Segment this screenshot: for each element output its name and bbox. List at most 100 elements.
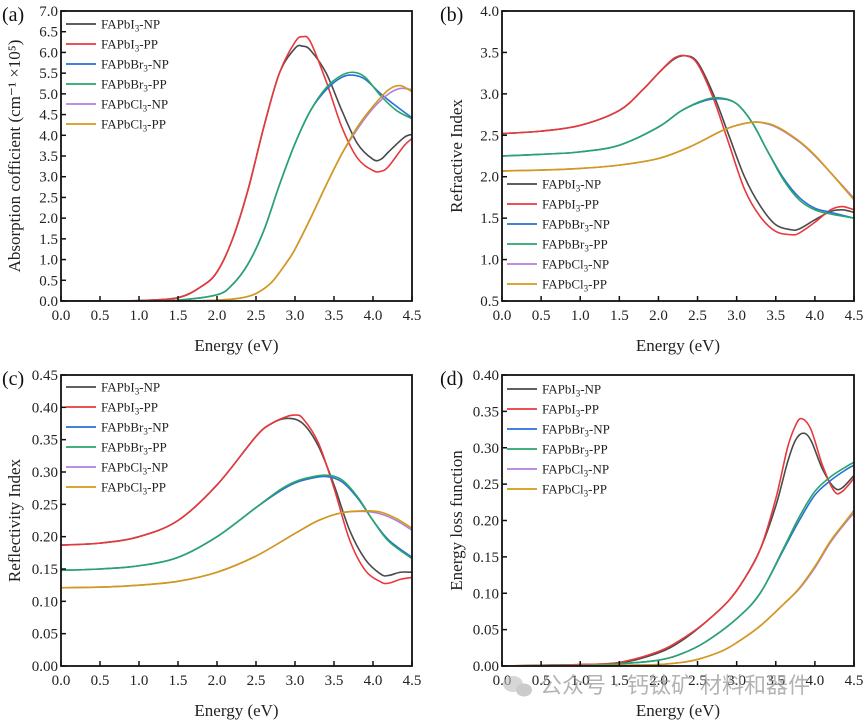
legend-item: FAPbI3-PP bbox=[66, 37, 158, 54]
legend-label: FAPbI3-NP bbox=[542, 177, 601, 194]
y-tick-label: 0.15 bbox=[32, 562, 58, 578]
plot-frame bbox=[501, 10, 855, 302]
panel-label: (b) bbox=[440, 4, 463, 26]
panel-a: 0.0 0.5 1.0 1.5 2.0 2.5 3.0 3.5 4.0 4.5 0.0 0.5 1.0 1… bbox=[2, 4, 421, 355]
legend-item: FAPbBr3-NP bbox=[66, 57, 169, 74]
legend-item: FAPbCl3-PP bbox=[507, 482, 607, 499]
x-tick-label: 4.0 bbox=[806, 308, 825, 324]
y-tick-label: 4.0 bbox=[480, 4, 499, 20]
y-tick-label: 0.00 bbox=[32, 659, 58, 675]
series-line-fapbi3-pp bbox=[502, 54, 854, 236]
legend-label: FAPbBr3-PP bbox=[542, 442, 608, 459]
y-tick-label: 0.40 bbox=[473, 368, 499, 384]
y-axis-title: Energy loss function bbox=[447, 450, 466, 591]
x-tick-label: 0.0 bbox=[52, 308, 71, 324]
x-tick-label: 4.0 bbox=[364, 673, 383, 689]
x-tick-label: 4.5 bbox=[845, 673, 864, 689]
x-tick-label: 1.0 bbox=[571, 673, 590, 689]
series-lines bbox=[502, 54, 854, 236]
legend-item: FAPbI3-NP bbox=[66, 380, 160, 397]
x-tick-label: 2.5 bbox=[247, 308, 266, 324]
x-tick-label: 3.0 bbox=[727, 308, 746, 324]
y-tick-label: 6.5 bbox=[39, 25, 58, 41]
y-tick-label: 4.5 bbox=[39, 108, 58, 124]
legend-label: FAPbI3-NP bbox=[101, 380, 160, 397]
x-tick-label: 1.0 bbox=[130, 673, 149, 689]
y-tick-label: 0.05 bbox=[473, 623, 499, 639]
x-tick-label: 1.0 bbox=[571, 308, 590, 324]
legend-label: FAPbI3-PP bbox=[542, 197, 599, 214]
panel-label: (a) bbox=[2, 4, 24, 26]
x-tick-label: 0.5 bbox=[91, 308, 110, 324]
panel-label: (d) bbox=[440, 368, 463, 390]
legend-label: FAPbBr3-PP bbox=[101, 440, 167, 457]
y-tick-label: 0.30 bbox=[473, 441, 499, 457]
x-tick-label: 1.5 bbox=[610, 673, 629, 689]
legend-item: FAPbCl3-PP bbox=[66, 480, 166, 497]
y-tick-label: 1.5 bbox=[480, 211, 499, 227]
x-tick-label: 3.5 bbox=[325, 308, 344, 324]
x-tick-label: 2.0 bbox=[208, 308, 227, 324]
x-tick-label: 1.5 bbox=[169, 308, 188, 324]
legend-item: FAPbBr3-PP bbox=[507, 237, 608, 254]
y-tick-label: 0.20 bbox=[473, 514, 499, 530]
legend-item: FAPbCl3-NP bbox=[507, 257, 609, 274]
x-tick-label: 3.0 bbox=[286, 308, 305, 324]
legend-item: FAPbI3-NP bbox=[66, 17, 160, 34]
y-tick-label: 5.5 bbox=[39, 66, 58, 82]
panel-label: (c) bbox=[2, 368, 24, 390]
y-tick-label: 0.00 bbox=[473, 659, 499, 675]
x-tick-label: 0.5 bbox=[532, 673, 551, 689]
y-axis-title: Reflectivity Index bbox=[5, 458, 24, 582]
x-axis-title: Energy (eV) bbox=[194, 701, 278, 720]
x-tick-label: 4.5 bbox=[403, 673, 422, 689]
series-line-fapbcl3-pp bbox=[502, 121, 854, 201]
legend-item: FAPbI3-PP bbox=[66, 400, 158, 417]
legend-item: FAPbCl3-PP bbox=[507, 277, 607, 294]
x-tick-label: 0.5 bbox=[91, 673, 110, 689]
legend-item: FAPbBr3-NP bbox=[66, 420, 169, 437]
legend-label: FAPbCl3-NP bbox=[101, 460, 168, 477]
legend-label: FAPbI3-PP bbox=[542, 402, 599, 419]
legend-label: FAPbBr3-NP bbox=[542, 422, 610, 439]
legend-label: FAPbCl3-PP bbox=[101, 480, 166, 497]
legend-label: FAPbI3-PP bbox=[101, 37, 158, 54]
series-line-fapbcl3-pp bbox=[61, 509, 412, 589]
y-axis-title: Absorption cofficient (cm⁻¹ ×10⁵) bbox=[5, 40, 24, 273]
legend-label: FAPbI3-PP bbox=[101, 400, 158, 417]
x-tick-label: 1.0 bbox=[130, 308, 149, 324]
legend-label: FAPbBr3-PP bbox=[542, 237, 608, 254]
legend-item: FAPbCl3-PP bbox=[66, 117, 166, 134]
x-tick-label: 3.0 bbox=[727, 673, 746, 689]
x-tick-label: 0.5 bbox=[532, 308, 551, 324]
y-tick-label: 0.0 bbox=[39, 294, 58, 310]
x-tick-label: 1.5 bbox=[610, 308, 629, 324]
legend-item: FAPbBr3-PP bbox=[66, 77, 167, 94]
y-tick-label: 0.30 bbox=[32, 465, 58, 481]
y-tick-label: 2.0 bbox=[39, 211, 58, 227]
y-tick-label: 4.0 bbox=[39, 128, 58, 144]
x-tick-label: 2.0 bbox=[649, 308, 668, 324]
y-tick-label: 0.05 bbox=[32, 627, 58, 643]
panel-d: 0.0 0.5 1.0 1.5 2.0 2.5 3.0 3.5 4.0 4.50.000.050.… bbox=[440, 368, 863, 720]
x-tick-label: 2.0 bbox=[208, 673, 227, 689]
legend: FAPbI3-NP FAPbI3-PP FAPbBr3-NP FAPbBr3-PP FA… bbox=[66, 17, 169, 134]
legend-item: FAPbI3-PP bbox=[507, 197, 599, 214]
plot-frame bbox=[60, 10, 413, 302]
x-tick-label: 3.5 bbox=[766, 673, 785, 689]
legend: FAPbI3-NP FAPbI3-PP FAPbBr3-NP FAPbBr3-PP FA… bbox=[66, 380, 169, 497]
x-tick-label: 0.0 bbox=[52, 673, 71, 689]
series-lines bbox=[61, 414, 412, 589]
legend-item: FAPbCl3-NP bbox=[66, 97, 168, 114]
legend: FAPbI3-NP FAPbI3-PP FAPbBr3-NP FAPbBr3-PP FA… bbox=[507, 177, 610, 294]
x-tick-label: 2.5 bbox=[688, 673, 707, 689]
series-line-fapbbr3-pp bbox=[502, 96, 854, 219]
panel-c: 0.0 0.5 1.0 1.5 2.0 2.5 3.0 3.5 4.0 4.5 0.00 0.05 0.… bbox=[2, 368, 421, 720]
panel-b: 0.0 0.5 1.0 1.5 2.0 2.5 3.0 3.5 4.0 4.50.51.01.52… bbox=[440, 4, 863, 355]
x-tick-label: 1.5 bbox=[169, 673, 188, 689]
y-tick-label: 0.20 bbox=[32, 530, 58, 546]
y-tick-label: 2.0 bbox=[480, 170, 499, 186]
x-axis-title: Energy (eV) bbox=[636, 336, 720, 355]
legend-label: FAPbCl3-NP bbox=[101, 97, 168, 114]
series-lines bbox=[61, 35, 412, 301]
